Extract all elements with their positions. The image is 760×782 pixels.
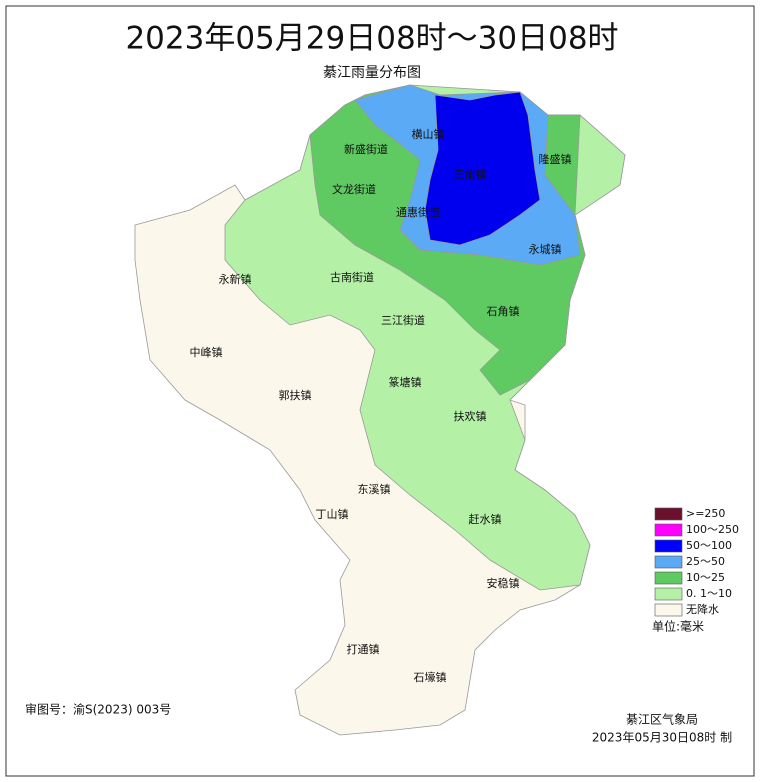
legend-label: 100～250 <box>686 523 739 536</box>
town-label: 赶水镇 <box>469 512 502 526</box>
town-label: 三江街道 <box>381 313 425 327</box>
town-label: 丁山镇 <box>316 507 349 521</box>
legend-swatch <box>654 539 683 553</box>
legend-label: 无降水 <box>686 602 719 616</box>
town-label: 永城镇 <box>529 242 562 256</box>
town-label: 东溪镇 <box>358 482 391 496</box>
subtitle: 綦江雨量分布图 <box>323 65 421 81</box>
approval-number: 审图号：渝S(2023) 003号 <box>25 702 171 717</box>
legend-label: >=250 <box>686 507 725 520</box>
town-label: 古南街道 <box>330 270 374 284</box>
legend-swatch <box>654 571 683 585</box>
town-label: 隆盛镇 <box>539 152 572 166</box>
legend-swatch <box>654 523 683 537</box>
made-date: 2023年05月30日08时 制 <box>592 731 732 745</box>
town-label: 石角镇 <box>487 304 520 318</box>
town-label: 通惠街道 <box>396 205 440 219</box>
legend-unit: 单位:毫米 <box>652 619 704 634</box>
legend-label: 10～25 <box>686 571 725 584</box>
legend-swatch <box>654 587 683 601</box>
rain-zones <box>134 84 626 736</box>
town-label: 郭扶镇 <box>279 388 312 402</box>
legend-label: 25～50 <box>686 555 725 568</box>
zone-dark-blue <box>424 91 541 246</box>
town-label: 新盛街道 <box>344 142 388 156</box>
legend-swatch <box>654 603 683 617</box>
town-label: 三角镇 <box>454 167 487 181</box>
town-label: 安稳镇 <box>487 576 520 590</box>
legend-swatch <box>654 555 683 569</box>
town-label: 扶欢镇 <box>454 409 487 423</box>
town-label: 横山镇 <box>412 127 445 141</box>
town-label: 篆塘镇 <box>389 375 422 389</box>
legend-label: 0. 1～10 <box>686 587 732 600</box>
title: 2023年05月29日08时～30日08时 <box>125 21 618 57</box>
town-label: 打通镇 <box>347 642 380 656</box>
town-label: 中峰镇 <box>190 345 223 359</box>
legend-label: 50～100 <box>686 539 732 552</box>
legend-swatch <box>654 507 683 521</box>
town-label: 文龙街道 <box>332 182 376 196</box>
legend: >=250 100～250 50～100 25～50 10～25 0. 1～10 无降水 <box>654 507 739 617</box>
town-label: 石壕镇 <box>414 670 447 684</box>
town-label: 永新镇 <box>219 272 252 286</box>
agency: 綦江区气象局 <box>626 712 698 727</box>
